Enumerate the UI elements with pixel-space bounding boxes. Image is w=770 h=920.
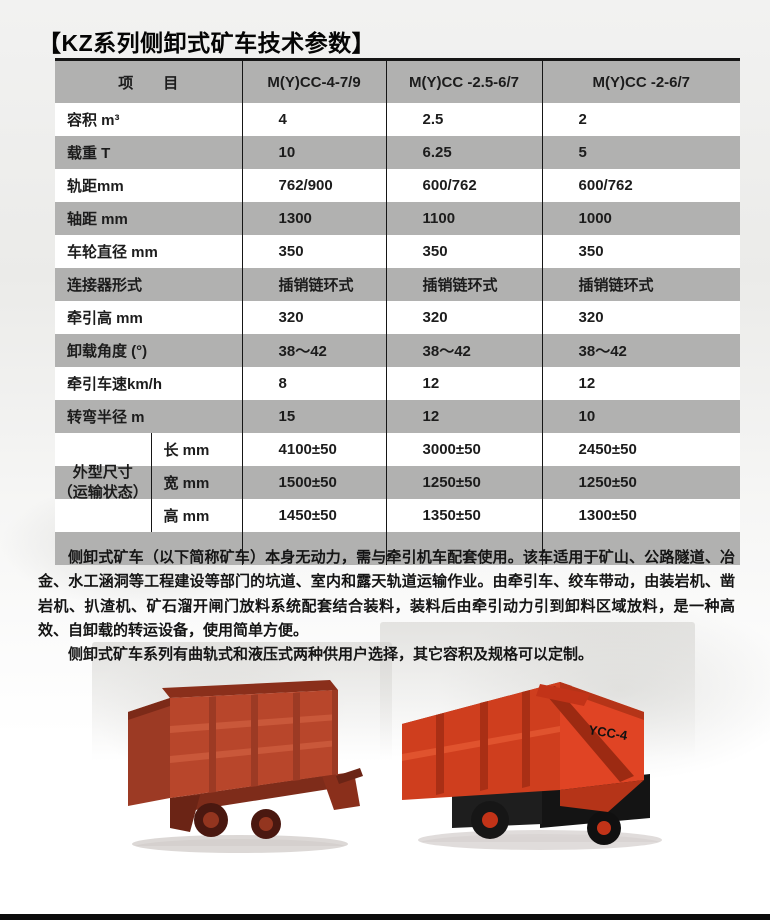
cell-value: 38～42 xyxy=(542,334,741,367)
cell-value: 1300 xyxy=(242,202,387,235)
row-label: 连接器形式 xyxy=(55,268,243,301)
row-label: 卸载角度 (°) xyxy=(55,334,243,367)
cell-value: 762/900 xyxy=(242,169,387,202)
cell-value: 2450±50 xyxy=(542,433,741,466)
table-row: 牵引车速km/h 8 12 12 xyxy=(55,367,741,400)
header-cell-item: 项 目 xyxy=(55,59,243,103)
table-row: 宽 mm 1500±50 1250±50 1250±50 xyxy=(55,466,741,499)
spec-table: 项 目 M(Y)CC-4-7/9 M(Y)CC -2.5-6/7 M(Y)CC … xyxy=(55,58,741,565)
cell-value: 5 xyxy=(542,136,741,169)
cell-value: 12 xyxy=(542,367,741,400)
row-label: 转弯半径 m xyxy=(55,400,243,433)
cell-value: 2.5 xyxy=(386,103,543,136)
row-label: 轨距mm xyxy=(55,169,243,202)
header-cell-model-2: M(Y)CC -2.5-6/7 xyxy=(386,59,543,103)
cell-value: 12 xyxy=(386,367,543,400)
row-label: 轴距 mm xyxy=(55,202,243,235)
cell-value: 1000 xyxy=(542,202,741,235)
right-mine-car-illustration: YCC-4 xyxy=(402,682,662,903)
table-row: 转弯半径 m 15 12 10 xyxy=(55,400,741,433)
cell-value: 插销链环式 xyxy=(242,268,387,301)
left-mine-car-photo xyxy=(108,648,373,898)
description-paragraph-1: 侧卸式矿车（以下简称矿车）本身无动力，需与牵引机车配套使用。该车适用于矿山、公路… xyxy=(38,549,735,639)
header-cell-model-1: M(Y)CC-4-7/9 xyxy=(242,59,387,103)
cell-value: 插销链环式 xyxy=(542,268,741,301)
cell-value: 320 xyxy=(242,301,387,334)
table-header-row: 项 目 M(Y)CC-4-7/9 M(Y)CC -2.5-6/7 M(Y)CC … xyxy=(55,59,741,103)
cell-value: 38～42 xyxy=(386,334,543,367)
row-label: 长 mm xyxy=(151,433,243,466)
cell-value: 1500±50 xyxy=(242,466,387,499)
cell-value: 4100±50 xyxy=(242,433,387,466)
row-label: 牵引车速km/h xyxy=(55,367,243,400)
table-bottom-strip xyxy=(55,532,741,565)
left-mine-car-illustration xyxy=(128,680,363,898)
row-label: 宽 mm xyxy=(151,466,243,499)
table-row: 容积 m³ 4 2.5 2 xyxy=(55,103,741,136)
row-label: 容积 m³ xyxy=(55,103,243,136)
cell-value: 1100 xyxy=(386,202,543,235)
row-label: 载重 T xyxy=(55,136,243,169)
cell-value: 350 xyxy=(242,235,387,268)
cell-value: 320 xyxy=(386,301,543,334)
table-row: 外型尺寸 （运输状态） 长 mm 4100±50 3000±50 2450±50 xyxy=(55,433,741,532)
row-label: 牵引高 mm xyxy=(55,301,243,334)
cell-value: 320 xyxy=(542,301,741,334)
cell-value: 1250±50 xyxy=(386,466,543,499)
cell-value: 插销链环式 xyxy=(386,268,543,301)
table-row: 牵引高 mm 320 320 320 xyxy=(55,301,741,334)
cell-value: 4 xyxy=(242,103,387,136)
cell-value: 6.25 xyxy=(386,136,543,169)
cell-value: 38～42 xyxy=(242,334,387,367)
dimension-group-label: 外型尺寸 （运输状态） xyxy=(55,433,152,532)
table-row: 载重 T 10 6.25 5 xyxy=(55,136,741,169)
right-mine-car-photo: YCC-4 xyxy=(392,628,677,903)
row-label: 高 mm xyxy=(151,499,243,532)
table-row: 连接器形式 插销链环式 插销链环式 插销链环式 xyxy=(55,268,741,301)
cell-value: 1450±50 xyxy=(242,499,387,532)
cell-value: 600/762 xyxy=(386,169,543,202)
header-cell-model-3: M(Y)CC -2-6/7 xyxy=(542,59,741,103)
cell-value: 3000±50 xyxy=(386,433,543,466)
footer-bar xyxy=(0,914,770,920)
cell-value: 10 xyxy=(242,136,387,169)
table-row: 车轮直径 mm 350 350 350 xyxy=(55,235,741,268)
table-row: 高 mm 1450±50 1350±50 1300±50 xyxy=(55,499,741,532)
table-row: 轨距mm 762/900 600/762 600/762 xyxy=(55,169,741,202)
row-label: 车轮直径 mm xyxy=(55,235,243,268)
table-row: 卸载角度 (°) 38～42 38～42 38～42 xyxy=(55,334,741,367)
cell-value: 350 xyxy=(386,235,543,268)
cell-value: 1350±50 xyxy=(386,499,543,532)
cell-value: 10 xyxy=(542,400,741,433)
cell-value: 350 xyxy=(542,235,741,268)
cell-value: 15 xyxy=(242,400,387,433)
cell-value: 1300±50 xyxy=(542,499,741,532)
table-row: 轴距 mm 1300 1100 1000 xyxy=(55,202,741,235)
page-title: 【KZ系列侧卸式矿车技术参数】 xyxy=(38,30,376,56)
cell-value: 8 xyxy=(242,367,387,400)
cell-value: 600/762 xyxy=(542,169,741,202)
cell-value: 12 xyxy=(386,400,543,433)
cell-value: 1250±50 xyxy=(542,466,741,499)
cell-value: 2 xyxy=(542,103,741,136)
